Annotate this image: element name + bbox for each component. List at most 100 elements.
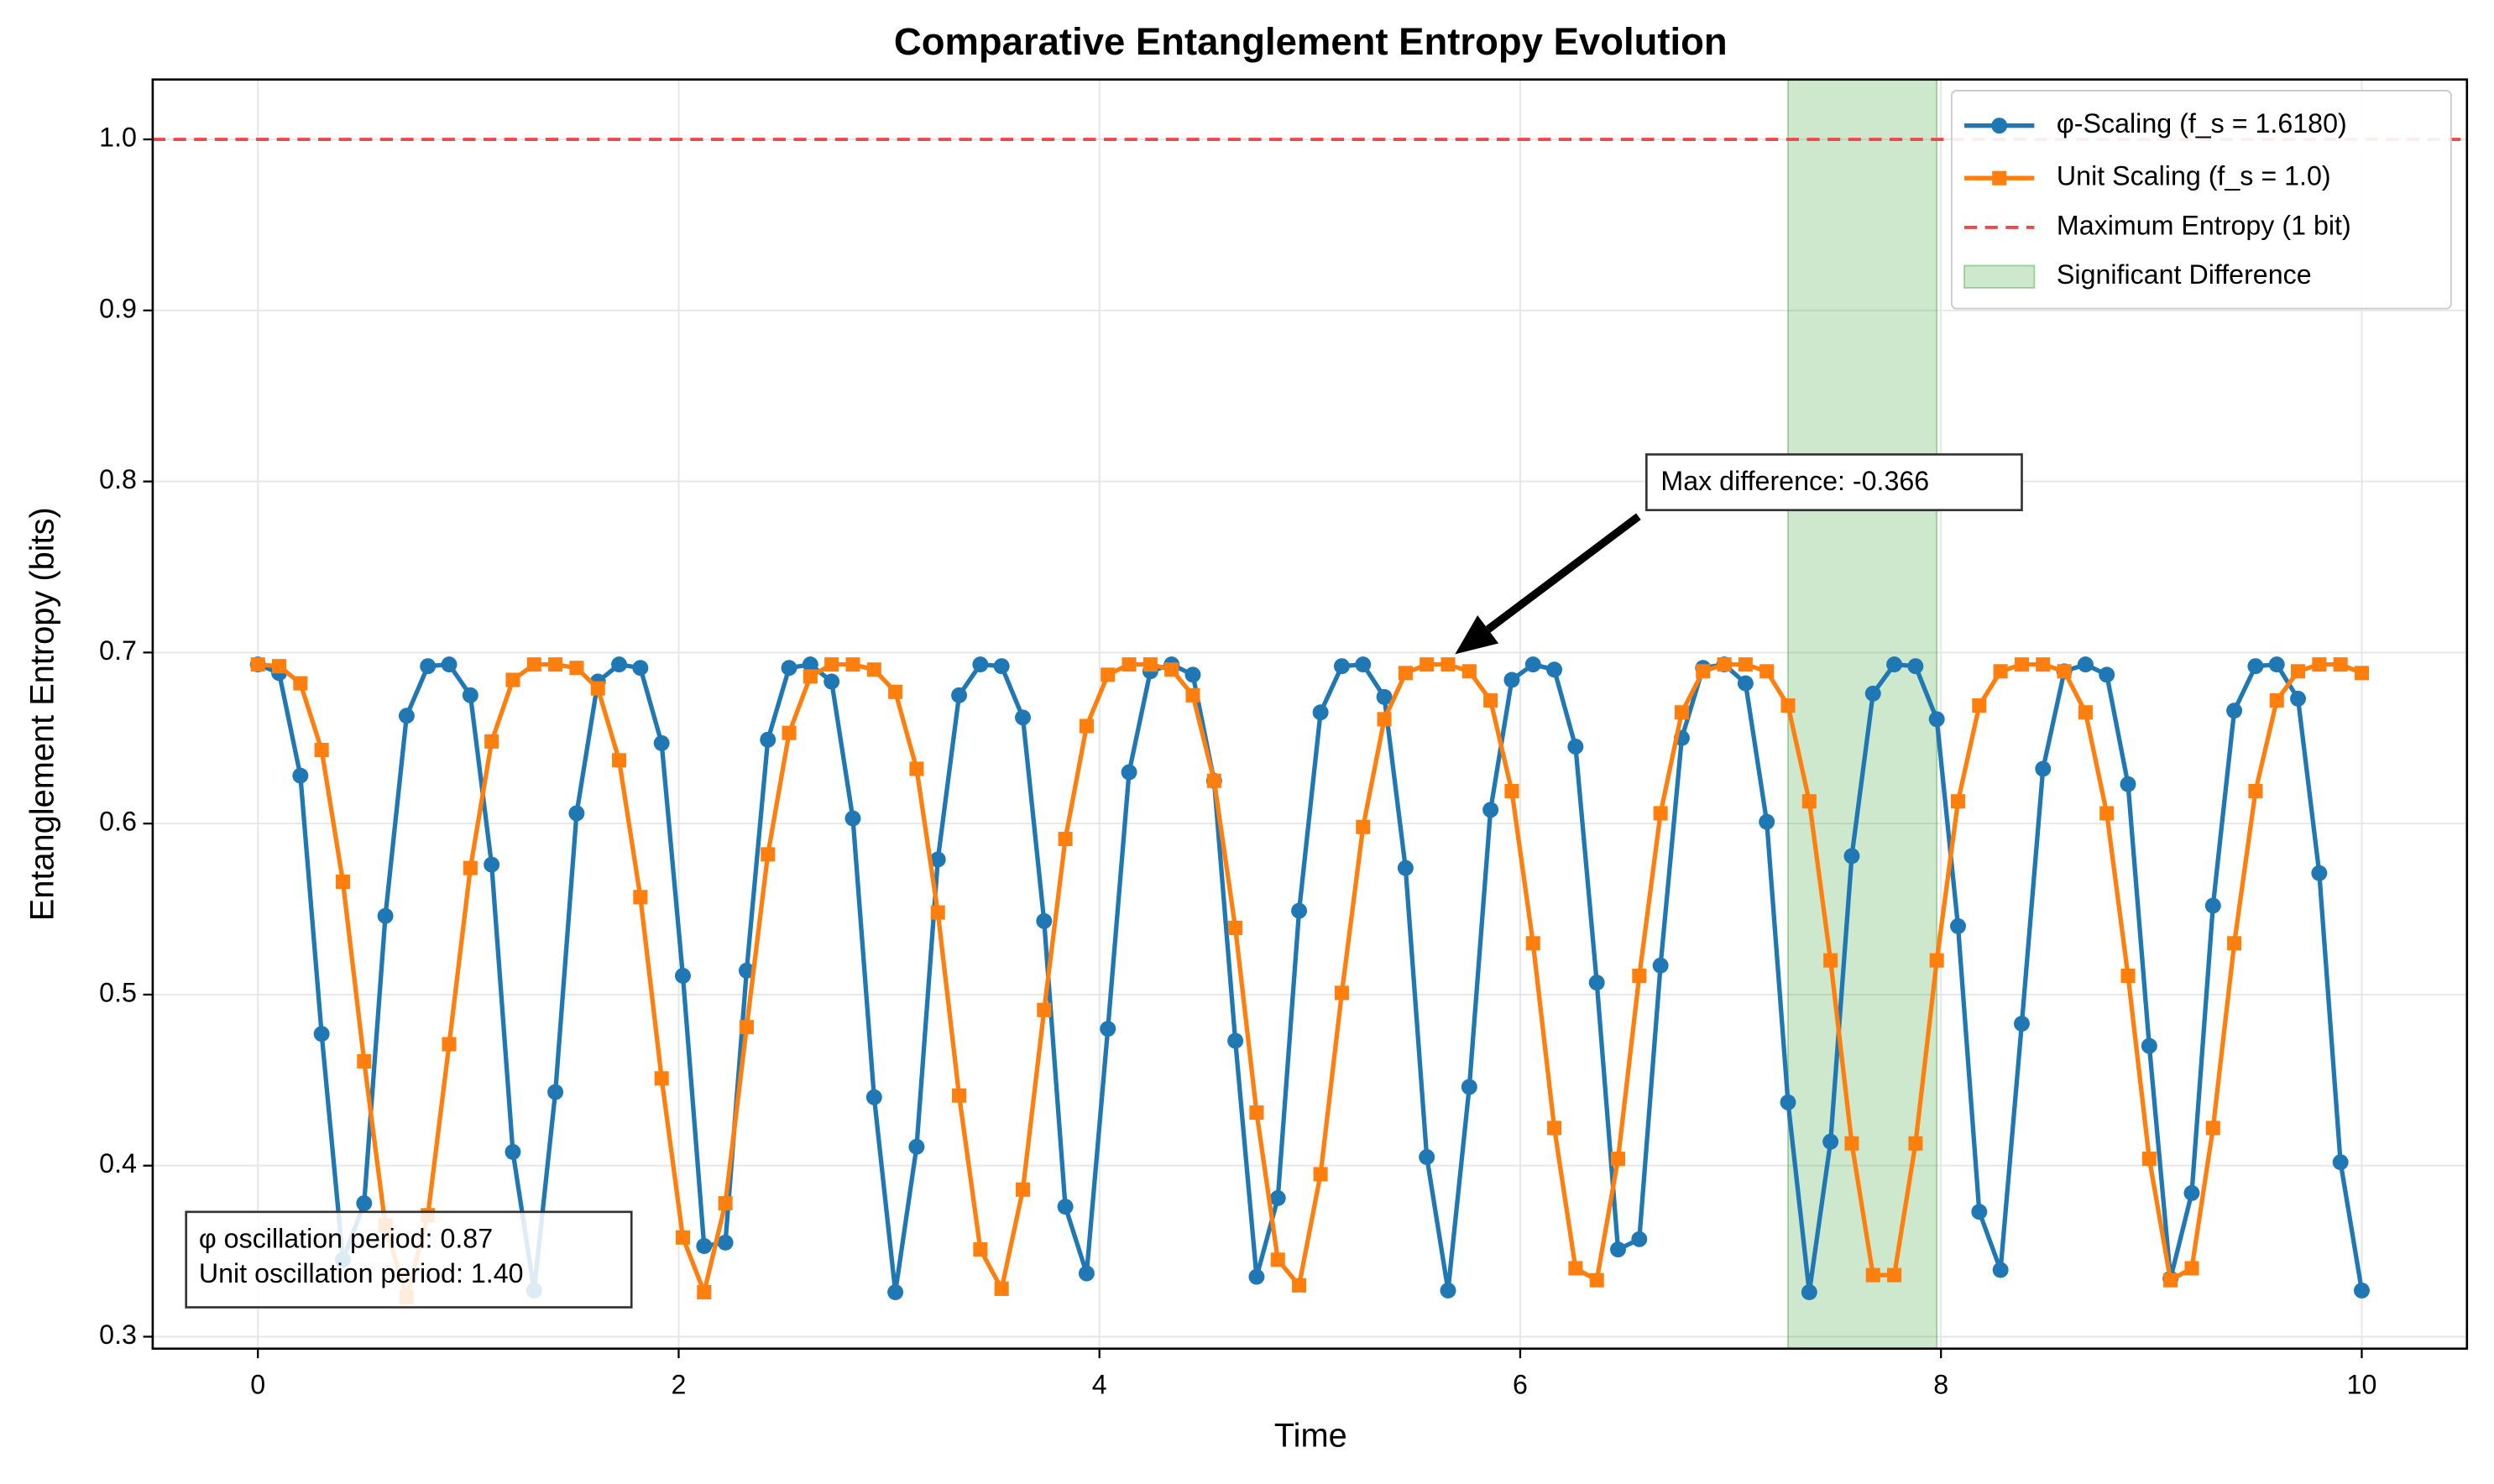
- marker: [1015, 709, 1031, 726]
- marker: [569, 661, 584, 676]
- marker: [1567, 738, 1584, 755]
- marker: [675, 968, 691, 984]
- marker: [1377, 712, 1392, 727]
- marker: [420, 658, 437, 675]
- marker: [335, 874, 350, 889]
- marker: [2290, 690, 2307, 707]
- marker: [1058, 831, 1073, 847]
- marker: [845, 657, 860, 672]
- marker: [1227, 1032, 1244, 1049]
- marker: [1313, 1167, 1328, 1182]
- marker: [1185, 687, 1200, 703]
- marker: [1078, 1265, 1095, 1282]
- marker: [1100, 1021, 1116, 1037]
- marker: [1355, 656, 1372, 673]
- marker: [633, 890, 648, 905]
- marker: [994, 1281, 1009, 1296]
- marker: [761, 847, 776, 862]
- marker: [442, 1037, 457, 1052]
- arrow-head: [1455, 615, 1499, 655]
- marker: [696, 1238, 713, 1254]
- annotation-arrow: [1485, 513, 1641, 633]
- marker: [1864, 685, 1881, 702]
- marker: [888, 684, 903, 699]
- marker: [2226, 703, 2243, 719]
- x-tick-label: 6: [1513, 1370, 1528, 1400]
- marker: [2332, 1154, 2349, 1171]
- marker: [782, 725, 797, 740]
- marker: [505, 672, 520, 687]
- series-line: [257, 661, 2365, 1293]
- y-tick-label: 1.0: [99, 123, 137, 153]
- marker: [313, 1026, 330, 1042]
- x-axis-label: Time: [1274, 1417, 1347, 1454]
- marker: [1142, 657, 1158, 672]
- marker: [2311, 865, 2328, 881]
- marker: [717, 1234, 734, 1251]
- legend-label: Unit Scaling (f_s = 1.0): [2057, 161, 2331, 191]
- marker: [612, 753, 627, 768]
- marker: [1992, 1262, 2009, 1278]
- legend-label: Significant Difference: [2057, 259, 2312, 290]
- marker: [2248, 783, 2263, 798]
- marker: [1993, 664, 2008, 679]
- marker: [2014, 657, 2029, 672]
- marker: [1759, 664, 1775, 679]
- marker: [823, 673, 840, 690]
- marker: [1036, 912, 1053, 929]
- marker: [1461, 664, 1477, 679]
- marker: [1503, 671, 1520, 688]
- series-line: [258, 661, 2363, 1306]
- marker: [1610, 1241, 1626, 1258]
- marker: [1524, 656, 1541, 673]
- marker: [1929, 953, 1944, 968]
- marker: [548, 657, 563, 672]
- info-text: φ oscillation period: 0.87: [199, 1223, 493, 1253]
- marker: [1398, 666, 1413, 681]
- marker: [738, 962, 755, 979]
- marker: [739, 1020, 754, 1035]
- marker: [1653, 806, 1668, 821]
- marker: [1397, 860, 1414, 876]
- marker: [1206, 773, 1221, 788]
- marker: [887, 1284, 904, 1300]
- marker: [2078, 705, 2093, 720]
- marker: [357, 1053, 372, 1069]
- legend-label: φ-Scaling (f_s = 1.6180): [2057, 108, 2347, 138]
- marker: [1420, 657, 1435, 672]
- marker: [1928, 711, 1945, 728]
- marker: [1972, 698, 1987, 713]
- legend-marker: [1992, 170, 2007, 186]
- marker: [1504, 783, 1519, 798]
- marker: [2312, 657, 2327, 672]
- marker: [951, 687, 968, 703]
- marker: [568, 805, 585, 822]
- marker: [1015, 1182, 1031, 1197]
- marker: [2205, 1121, 2220, 1136]
- marker: [2333, 657, 2348, 672]
- legend-marker: [1991, 118, 2008, 134]
- marker: [1101, 667, 1116, 682]
- marker: [2163, 1272, 2178, 1288]
- marker: [1738, 657, 1753, 672]
- marker: [250, 657, 265, 672]
- marker: [1822, 1133, 1839, 1150]
- marker: [1843, 848, 1860, 865]
- marker: [1121, 764, 1137, 781]
- chart-title: Comparative Entanglement Entropy Evoluti…: [894, 20, 1728, 63]
- marker: [1164, 662, 1179, 677]
- marker: [356, 1195, 373, 1212]
- marker: [653, 734, 670, 751]
- marker: [462, 687, 478, 703]
- marker: [1122, 657, 1137, 672]
- marker: [1376, 688, 1393, 705]
- marker: [1568, 1261, 1583, 1276]
- marker: [2013, 1016, 2030, 1032]
- marker: [993, 658, 1010, 675]
- marker: [2268, 656, 2285, 673]
- marker: [463, 860, 478, 875]
- y-tick-label: 0.6: [99, 807, 137, 837]
- x-tick-label: 8: [1933, 1370, 1948, 1400]
